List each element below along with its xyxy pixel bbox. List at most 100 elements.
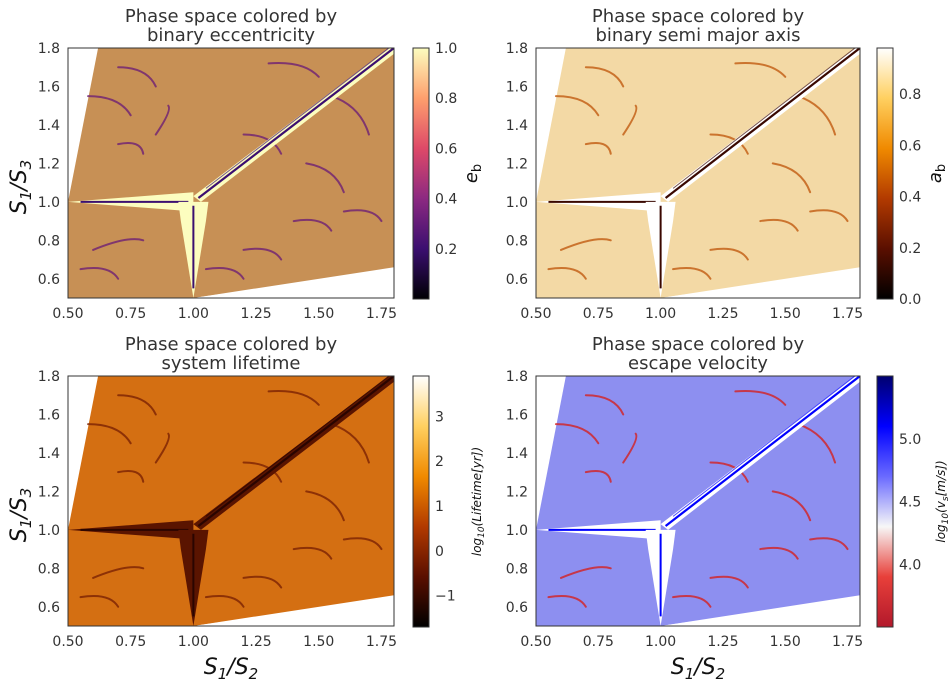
y-tick-label: 1.4 xyxy=(506,446,528,462)
empty-region-bottom-right xyxy=(660,597,860,626)
x-tick-label: 1.25 xyxy=(707,306,738,322)
streak-feature xyxy=(672,266,712,280)
x-tick-label: 0.50 xyxy=(520,306,551,322)
panel-1: 0.50 0.75 1.00 1.25 1.50 1.75 0.6 0.8 1.0 1.2 1.4 1… xyxy=(7,6,485,322)
streak-feature xyxy=(117,141,145,155)
colorbar-tick-label: 0.8 xyxy=(435,91,457,107)
streak-feature xyxy=(759,546,799,560)
y-tick-label: 1.8 xyxy=(506,41,528,57)
y-tick-label: 1.6 xyxy=(38,407,60,423)
x-axis-label: S1/S2 xyxy=(671,655,725,680)
streak-feature xyxy=(547,594,587,608)
panel-2: 0.50 0.75 1.00 1.25 1.50 1.75 0.6 0.8 1.0 1.2 1.4 1… xyxy=(506,6,949,322)
colorbar-tick-label: 0.6 xyxy=(435,141,457,157)
x-tick-label: 1.75 xyxy=(832,306,863,322)
streak-feature xyxy=(267,389,320,406)
streak-feature xyxy=(92,238,145,251)
y-tick-label: 1.0 xyxy=(506,195,528,211)
colorbar-tick-label: 4.5 xyxy=(899,495,921,511)
x-tick-label: 0.75 xyxy=(115,634,146,650)
y-tick-label: 1.2 xyxy=(38,156,60,172)
colorbar-tick-label: 0.8 xyxy=(899,87,921,103)
streak-feature xyxy=(559,566,612,579)
diagonal-core xyxy=(664,376,860,527)
streak-feature xyxy=(204,266,245,280)
streak-feature xyxy=(809,209,849,223)
x-tick-label: 0.75 xyxy=(583,306,614,322)
colorbar-tick-label: 0.2 xyxy=(435,242,457,258)
x-tick-label: 0.75 xyxy=(583,634,614,650)
colorbar-tick-label: 4.0 xyxy=(899,557,921,573)
y-tick-label: 1.4 xyxy=(38,446,60,462)
streak-feature xyxy=(342,537,383,551)
y-tick-label: 1.6 xyxy=(38,79,60,95)
y-axis-label: S1/S3 xyxy=(7,488,35,542)
heatmap-area xyxy=(68,48,394,298)
streak-feature xyxy=(734,61,787,78)
streak-feature xyxy=(242,247,283,261)
y-tick-label: 1.2 xyxy=(506,484,528,500)
diagonal-core-secondary xyxy=(672,376,856,517)
colorbar-tick-label: 0.4 xyxy=(435,192,457,208)
x-tick-label: 1.00 xyxy=(178,306,209,322)
streak-feature xyxy=(292,546,333,560)
empty-region-bottom-right xyxy=(193,597,394,626)
y-axis-label: S1/S3 xyxy=(7,160,35,214)
streak-feature xyxy=(554,95,600,117)
y-tick-label: 0.6 xyxy=(38,272,60,288)
x-tick-label: 0.50 xyxy=(52,634,83,650)
plot-frame xyxy=(67,375,395,627)
colorbar xyxy=(876,375,894,628)
y-tick-label: 1.2 xyxy=(506,156,528,172)
y-tick-label: 1.6 xyxy=(506,407,528,423)
empty-region-bottom-right xyxy=(660,269,860,298)
panel-title-line2: system lifetime xyxy=(162,353,301,374)
diagonal-core xyxy=(197,48,394,199)
colorbar-label: ab xyxy=(925,164,949,183)
streak-feature xyxy=(734,389,787,406)
panel-title-line2: escape velocity xyxy=(628,353,768,374)
y-tick-label: 0.8 xyxy=(38,561,60,577)
y-tick-label: 0.8 xyxy=(506,233,528,249)
streak-feature xyxy=(117,394,157,416)
streak-feature xyxy=(117,66,157,88)
panel-title-line2: binary semi major axis xyxy=(595,25,800,46)
streak-feature xyxy=(584,394,625,416)
streak-feature xyxy=(809,537,849,551)
streak-feature xyxy=(672,594,712,608)
heatmap-area xyxy=(536,376,860,626)
diagonal-core xyxy=(664,48,860,199)
x-tick-label: 0.50 xyxy=(520,634,551,650)
colorbar-tick-label: 0.6 xyxy=(899,138,921,154)
streak-feature xyxy=(709,133,749,155)
colorbar xyxy=(876,47,894,300)
y-tick-label: 1.2 xyxy=(38,484,60,500)
colorbar-tick-label: 1.0 xyxy=(435,41,457,57)
x-tick-label: 1.00 xyxy=(178,634,209,650)
y-tick-label: 1.0 xyxy=(38,523,60,539)
x-tick-label: 1.00 xyxy=(645,306,676,322)
y-tick-label: 0.8 xyxy=(38,233,60,249)
colorbar xyxy=(412,375,430,628)
streak-feature xyxy=(92,566,145,579)
y-tick-label: 0.6 xyxy=(506,600,528,616)
x-tick-label: 1.50 xyxy=(770,634,801,650)
streak-feature xyxy=(292,218,333,232)
streak-feature xyxy=(554,423,600,445)
y-tick-label: 1.6 xyxy=(506,79,528,95)
streak-feature xyxy=(79,594,120,608)
streak-feature xyxy=(622,432,638,464)
y-tick-label: 0.8 xyxy=(506,561,528,577)
streak-feature xyxy=(154,432,170,464)
y-tick-label: 0.6 xyxy=(506,272,528,288)
streak-feature xyxy=(204,594,245,608)
empty-region-top-left xyxy=(536,376,561,526)
plot-frame xyxy=(535,47,861,299)
streak-feature xyxy=(622,104,638,136)
diagonal-core-secondary xyxy=(205,48,390,189)
panel-4: 0.50 0.75 1.00 1.25 1.50 1.75 0.6 0.8 1.0 1.2 1.4 1… xyxy=(506,334,949,680)
x-tick-label: 1.75 xyxy=(366,306,397,322)
streak-feature xyxy=(117,469,145,483)
colorbar-tick-label: 3 xyxy=(435,409,444,425)
x-tick-label: 1.50 xyxy=(303,306,334,322)
